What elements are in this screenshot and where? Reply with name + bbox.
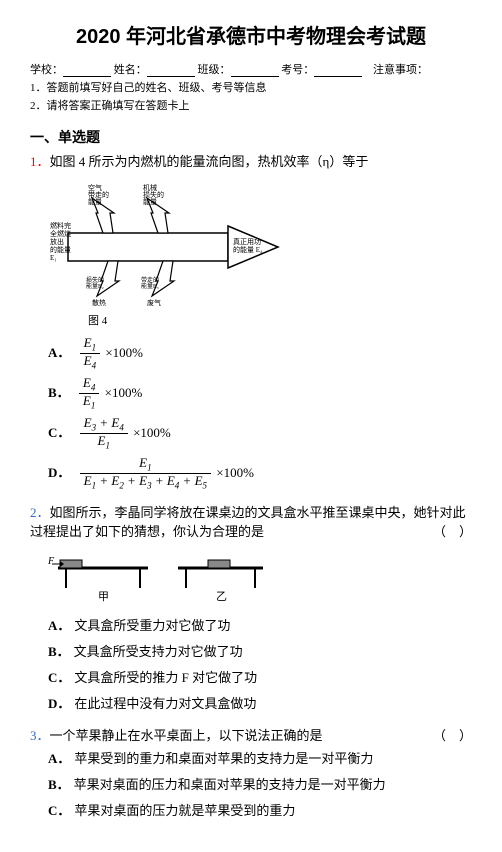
section-1-heading: 一、单选题 [30,127,472,147]
svg-text:能量E₂: 能量E₂ [86,282,104,290]
q1-d-tail: ×100% [216,465,254,480]
opt-label-a3: A． [48,751,70,766]
opt-label-d: D． [48,465,70,480]
svg-text:能量E₃: 能量E₃ [141,282,159,290]
q3-opt-a[interactable]: A． 苹果受到的重力和桌面对苹果的支持力是一对平衡力 [48,748,472,770]
q3-number: 3． [30,728,50,743]
q2-a-text: 文具盒所受重力对它做了功 [74,618,230,633]
q3-text: 一个苹果静止在水平桌面上，以下说法正确的是 [50,728,323,743]
svg-text:带走的: 带走的 [141,276,159,284]
id-blank [314,64,362,77]
class-blank [231,64,279,77]
svg-text:能量: 能量 [88,197,102,206]
q3-a-text: 苹果受到的重力和桌面对苹果的支持力是一对平衡力 [74,751,373,766]
q2-number: 2． [30,505,50,520]
class-label: 班级： [198,61,231,77]
opt-label-c3: C． [48,803,70,818]
svg-text:的能量: 的能量 [50,245,71,254]
q1-diagram: 燃料完 全燃烧 放出 的能量 E₁ 空气 带走的 能量 机械 损失的 能量 真正… [48,178,472,328]
q1-a-tail: ×100% [105,345,143,360]
q2-d-text: 在此过程中没有力对文具盒做功 [74,696,256,711]
q2-text: 如图所示，李晶同学将放在课桌边的文具盒水平推至课桌中央，她针对此过程提出了如下的… [30,505,466,539]
opt-label-b2: B． [48,644,70,659]
name-label: 姓名： [114,61,147,77]
svg-text:能量: 能量 [143,197,157,206]
q1-opt-b[interactable]: B． E4 E1 ×100% [48,376,472,412]
school-blank [63,64,111,77]
svg-text:甲: 甲 [98,591,109,603]
opt-label-c: C． [48,425,70,440]
opt-label-a: A． [48,345,70,360]
svg-text:F: F [48,556,55,567]
svg-text:乙: 乙 [216,590,227,603]
q3-opt-c[interactable]: C． 苹果对桌面的压力就是苹果受到的重力 [48,800,472,822]
opt-label-d2: D． [48,696,70,711]
svg-text:散热: 散热 [92,298,106,307]
svg-text:废气: 废气 [147,298,161,307]
q1-diagram-caption: 图 4 [88,312,472,328]
q1-a-frac: E1 E4 [80,336,100,372]
q2-c-text: 文具盒所受的推力 F 对它做了功 [74,670,257,685]
q2-diagram: F 甲 乙 [48,548,472,607]
q2-opt-a[interactable]: A． 文具盒所受重力对它做了功 [48,615,472,637]
q2-paren: （ ） [433,521,472,540]
q2-opt-b[interactable]: B． 文具盒所受支持力对它做了功 [48,641,472,663]
energy-flow-diagram: 燃料完 全燃烧 放出 的能量 E₁ 空气 带走的 能量 机械 损失的 能量 真正… [48,178,308,308]
opt-label-c2: C． [48,670,70,685]
q1-opt-c[interactable]: C． E3 + E4 E1 ×100% [48,416,472,452]
opt-label-b3: B． [48,777,70,792]
svg-text:E₁: E₁ [50,254,57,262]
q1-c-frac: E3 + E4 E1 [80,416,128,452]
note-1: 1．答题前填写好自己的姓名、班级、考号等信息 [30,79,472,95]
q1-c-tail: ×100% [133,425,171,440]
svg-text:的能量 E₄: 的能量 E₄ [233,245,263,254]
notes-label: 注意事项： [373,61,428,77]
q3-paren: （ ） [433,725,472,744]
q3-c-text: 苹果对桌面的压力就是苹果受到的重力 [74,803,295,818]
q2-opt-d[interactable]: D． 在此过程中没有力对文具盒做功 [48,693,472,715]
note-2: 2．请将答案正确填写在答题卡上 [30,97,472,113]
q1-opt-d[interactable]: D． E1 E1 + E2 + E3 + E4 + E5 ×100% [48,456,472,492]
id-label: 考号： [281,61,314,77]
svg-text:损失的: 损失的 [86,276,104,284]
question-1: 1．如图 4 所示为内燃机的能量流向图，热机效率（η）等于 燃料完 全燃烧 放出… [30,151,472,492]
question-2: 2．如图所示，李晶同学将放在课桌边的文具盒水平推至课桌中央，她针对此过程提出了如… [30,502,472,715]
desk-diagram: F 甲 乙 [48,548,268,603]
q1-text: 如图 4 所示为内燃机的能量流向图，热机效率（η）等于 [50,154,369,169]
q1-b-tail: ×100% [105,385,143,400]
q3-b-text: 苹果对桌面的压力和桌面对苹果的支持力是一对平衡力 [74,777,386,792]
page-title: 2020 年河北省承德市中考物理会考试题 [30,20,472,49]
svg-text:放出: 放出 [50,237,64,246]
info-row-1: 学校： 姓名： 班级： 考号： 注意事项： [30,61,472,77]
name-blank [147,64,195,77]
q1-d-frac: E1 E1 + E2 + E3 + E4 + E5 [80,456,211,492]
q3-opt-b[interactable]: B． 苹果对桌面的压力和桌面对苹果的支持力是一对平衡力 [48,774,472,796]
opt-label-a2: A． [48,618,70,633]
q1-b-frac: E4 E1 [79,376,99,412]
q2-b-text: 文具盒所受支持力对它做了功 [74,644,243,659]
opt-label-b: B． [48,385,70,400]
diag-left-1: 燃料完 [50,221,71,230]
svg-text:全燃烧: 全燃烧 [50,229,71,238]
school-label: 学校： [30,61,63,77]
question-3: 3．一个苹果静止在水平桌面上，以下说法正确的是 （ ） A． 苹果受到的重力和桌面… [30,725,472,822]
q2-opt-c[interactable]: C． 文具盒所受的推力 F 对它做了功 [48,667,472,689]
q1-opt-a[interactable]: A． E1 E4 ×100% [48,336,472,372]
svg-text:真正用功: 真正用功 [233,237,261,246]
q1-number: 1． [30,154,50,169]
